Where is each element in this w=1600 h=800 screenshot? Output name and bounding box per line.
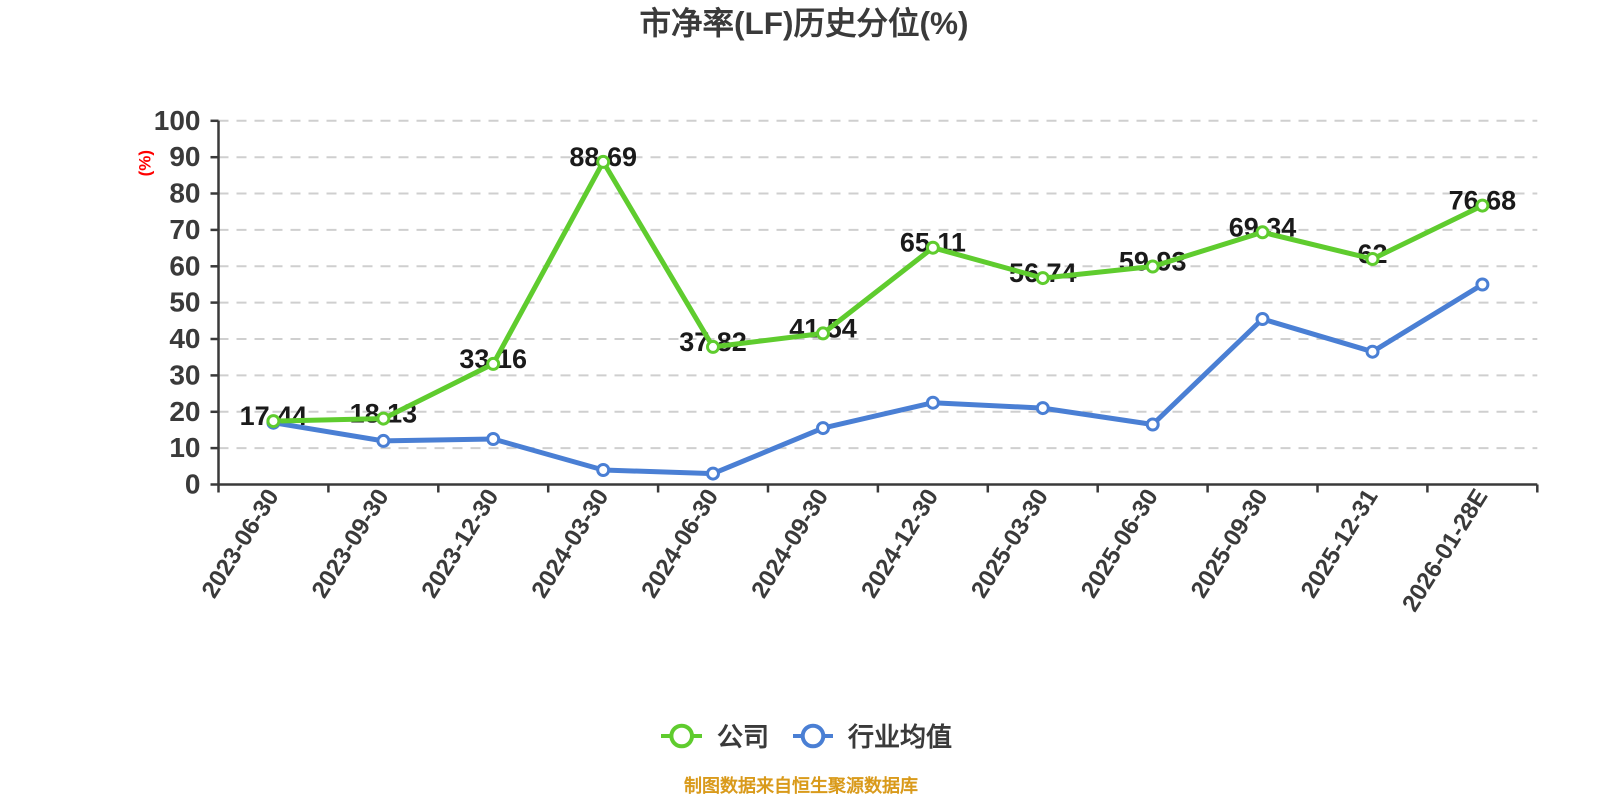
svg-text:50: 50 (169, 287, 200, 318)
svg-text:2025-06-30: 2025-06-30 (1076, 484, 1164, 602)
svg-text:2023-06-30: 2023-06-30 (197, 484, 285, 602)
svg-text:公司: 公司 (717, 722, 769, 752)
svg-text:60: 60 (169, 250, 200, 281)
svg-text:制图数据来自恒生聚源数据库: 制图数据来自恒生聚源数据库 (684, 775, 918, 796)
svg-text:(%): (%) (136, 150, 155, 176)
svg-text:0: 0 (185, 469, 201, 500)
svg-text:2024-09-30: 2024-09-30 (746, 484, 834, 602)
svg-text:30: 30 (169, 359, 200, 390)
svg-text:2025-03-30: 2025-03-30 (966, 484, 1054, 602)
svg-text:2025-12-31: 2025-12-31 (1296, 484, 1384, 602)
svg-text:2026-01-28E: 2026-01-28E (1397, 484, 1493, 616)
svg-text:70: 70 (169, 214, 200, 245)
svg-text:10: 10 (169, 432, 200, 463)
svg-text:2024-06-30: 2024-06-30 (636, 484, 724, 602)
svg-text:80: 80 (169, 178, 200, 209)
svg-text:20: 20 (169, 396, 200, 427)
svg-text:2023-12-30: 2023-12-30 (416, 484, 504, 602)
svg-text:2023-09-30: 2023-09-30 (307, 484, 395, 602)
svg-text:2024-12-30: 2024-12-30 (856, 484, 944, 602)
svg-text:2025-09-30: 2025-09-30 (1186, 484, 1274, 602)
svg-text:40: 40 (169, 323, 200, 354)
svg-text:行业均值: 行业均值 (847, 722, 952, 752)
svg-text:市净率(LF)历史分位(%): 市净率(LF)历史分位(%) (640, 5, 969, 41)
svg-text:2024-03-30: 2024-03-30 (526, 484, 614, 602)
svg-text:90: 90 (169, 141, 200, 172)
svg-text:100: 100 (154, 105, 201, 136)
